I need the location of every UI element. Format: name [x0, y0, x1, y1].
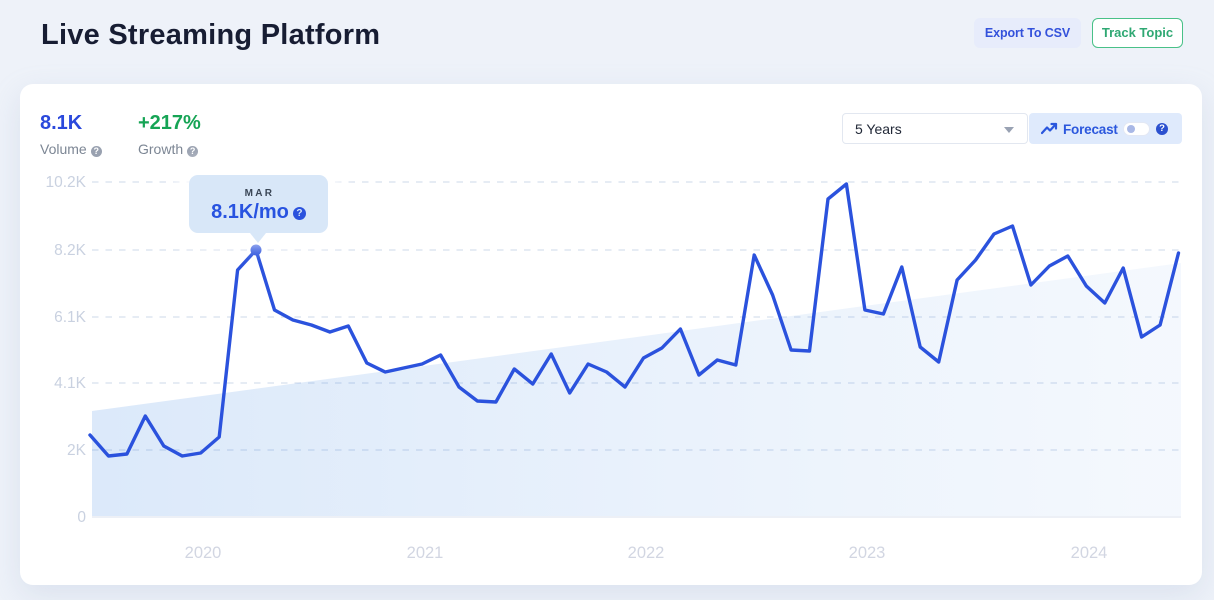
svg-text:2023: 2023: [849, 544, 886, 562]
svg-text:2020: 2020: [185, 544, 222, 562]
svg-text:0: 0: [77, 509, 86, 526]
svg-text:2022: 2022: [628, 544, 665, 562]
svg-text:2024: 2024: [1071, 544, 1108, 562]
svg-text:2021: 2021: [407, 544, 444, 562]
svg-text:2K: 2K: [67, 442, 87, 459]
svg-text:10.2K: 10.2K: [45, 174, 86, 191]
svg-text:8.2K: 8.2K: [54, 242, 87, 259]
svg-text:6.1K: 6.1K: [54, 309, 87, 326]
svg-text:4.1K: 4.1K: [54, 375, 87, 392]
